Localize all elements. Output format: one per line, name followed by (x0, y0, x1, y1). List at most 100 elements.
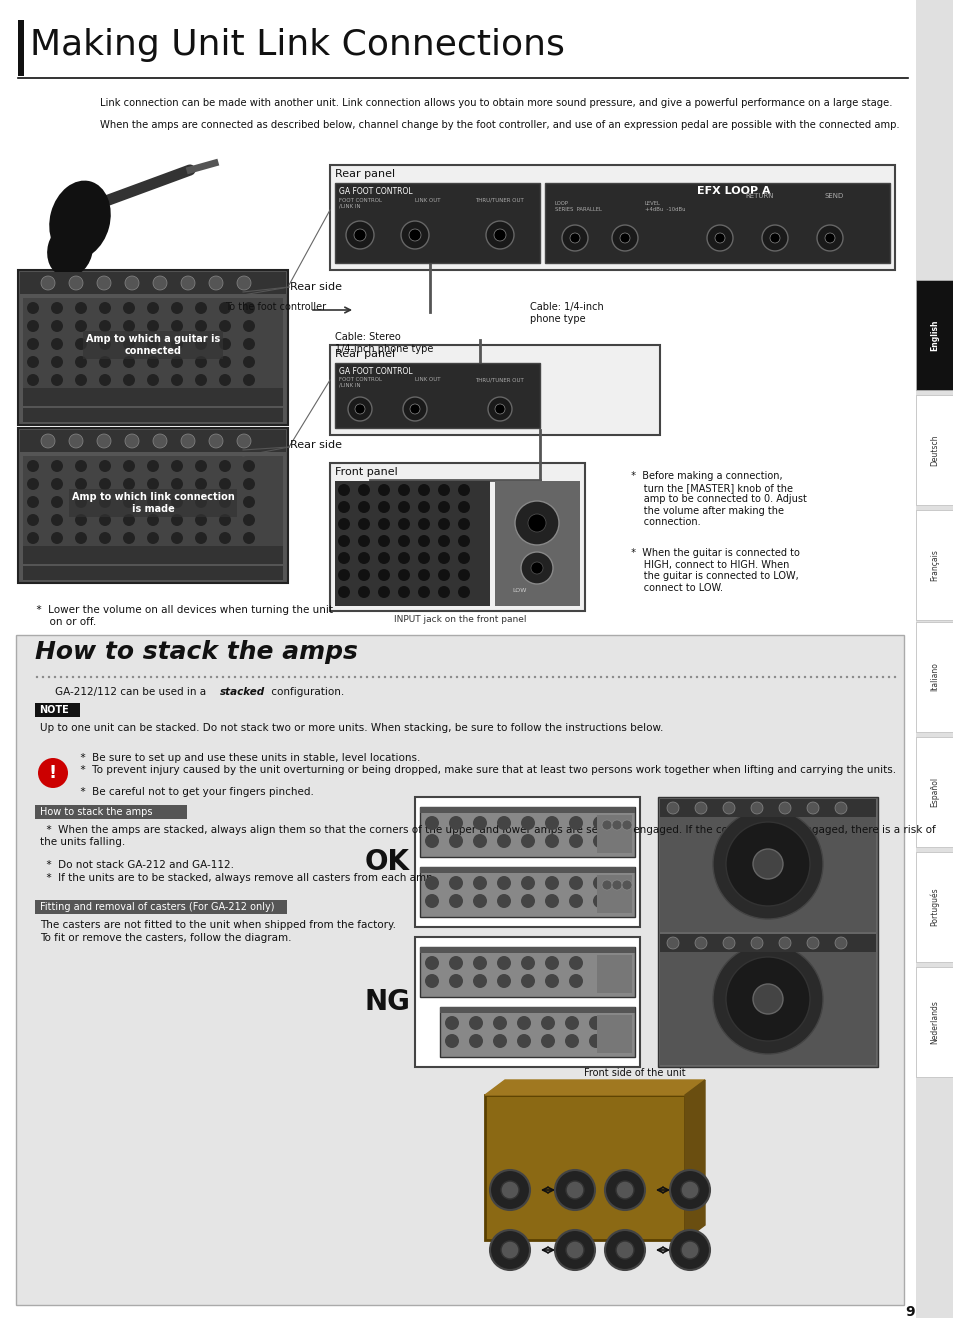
Circle shape (806, 801, 818, 815)
Text: English: English (929, 319, 939, 351)
Circle shape (75, 460, 87, 472)
Circle shape (497, 956, 511, 970)
Circle shape (372, 676, 374, 679)
Text: Amp to which link connection
is made: Amp to which link connection is made (71, 492, 234, 514)
Bar (659, 799, 875, 817)
Circle shape (449, 676, 452, 679)
Circle shape (27, 337, 39, 351)
Circle shape (99, 496, 111, 507)
Circle shape (171, 356, 183, 368)
Circle shape (839, 676, 841, 679)
Circle shape (599, 676, 601, 679)
Circle shape (236, 434, 251, 448)
Circle shape (171, 460, 183, 472)
Circle shape (147, 514, 159, 526)
Circle shape (612, 225, 638, 250)
Circle shape (893, 676, 895, 679)
Circle shape (495, 405, 504, 414)
Circle shape (171, 514, 183, 526)
Ellipse shape (50, 181, 111, 260)
Circle shape (337, 501, 350, 513)
Circle shape (51, 496, 63, 507)
Circle shape (357, 501, 370, 513)
Circle shape (581, 676, 583, 679)
Circle shape (417, 569, 430, 581)
Text: How to stack the amps: How to stack the amps (40, 807, 152, 817)
Bar (439, 1007, 635, 1057)
Circle shape (123, 532, 135, 544)
Circle shape (500, 1242, 518, 1259)
Circle shape (75, 496, 87, 507)
Circle shape (84, 676, 86, 679)
Circle shape (147, 496, 159, 507)
Circle shape (243, 478, 254, 490)
Circle shape (520, 974, 535, 988)
Text: configuration.: configuration. (268, 687, 344, 697)
Circle shape (769, 233, 780, 243)
Circle shape (192, 676, 194, 679)
Circle shape (540, 1035, 555, 1048)
Text: FOOT CONTROL
/LINK IN: FOOT CONTROL /LINK IN (338, 198, 381, 208)
Circle shape (99, 478, 111, 490)
Circle shape (243, 460, 254, 472)
Circle shape (683, 676, 685, 679)
Circle shape (424, 834, 438, 847)
Circle shape (194, 460, 207, 472)
Bar (915, 851, 953, 962)
Bar (419, 948, 635, 996)
Bar (495, 481, 579, 606)
Circle shape (179, 676, 182, 679)
Text: LINK OUT: LINK OUT (415, 377, 440, 382)
Circle shape (473, 956, 486, 970)
Circle shape (197, 676, 200, 679)
Circle shape (497, 816, 511, 830)
Circle shape (695, 676, 698, 679)
Circle shape (449, 894, 462, 908)
Circle shape (400, 221, 429, 249)
Text: LEVEL
+4dBu  -10dBu: LEVEL +4dBu -10dBu (644, 202, 685, 212)
Circle shape (294, 676, 295, 679)
Circle shape (457, 484, 470, 496)
Circle shape (497, 974, 511, 988)
Circle shape (171, 374, 183, 386)
Circle shape (419, 676, 422, 679)
Circle shape (629, 676, 632, 679)
Circle shape (125, 434, 139, 448)
Circle shape (209, 275, 223, 290)
Text: THRU/TUNER OUT: THRU/TUNER OUT (475, 377, 523, 382)
Circle shape (243, 514, 254, 526)
Circle shape (397, 569, 410, 581)
Circle shape (194, 496, 207, 507)
Circle shape (479, 676, 481, 679)
Circle shape (437, 501, 450, 513)
Text: Nederlands: Nederlands (929, 1000, 939, 1044)
Circle shape (312, 676, 314, 679)
Text: Rear side: Rear side (290, 440, 341, 449)
Circle shape (473, 816, 486, 830)
Circle shape (410, 405, 419, 414)
Circle shape (99, 374, 111, 386)
Circle shape (540, 1016, 555, 1029)
Bar (419, 807, 635, 813)
Bar (35, 702, 80, 717)
Circle shape (492, 676, 494, 679)
Circle shape (424, 816, 438, 830)
Text: FOOT CONTROL
/LINK IN: FOOT CONTROL /LINK IN (338, 377, 381, 387)
Circle shape (27, 478, 39, 490)
Circle shape (97, 275, 111, 290)
Circle shape (147, 532, 159, 544)
Circle shape (488, 397, 512, 420)
Circle shape (833, 676, 836, 679)
Circle shape (317, 676, 320, 679)
Ellipse shape (47, 223, 92, 277)
Circle shape (147, 374, 159, 386)
Circle shape (99, 302, 111, 314)
Circle shape (457, 501, 470, 513)
Text: Cable: 1/4-inch
phone type: Cable: 1/4-inch phone type (530, 302, 603, 324)
Circle shape (99, 532, 111, 544)
Bar (23, 456, 283, 556)
Circle shape (123, 514, 135, 526)
Circle shape (565, 1181, 583, 1199)
Circle shape (516, 676, 517, 679)
Circle shape (323, 676, 326, 679)
